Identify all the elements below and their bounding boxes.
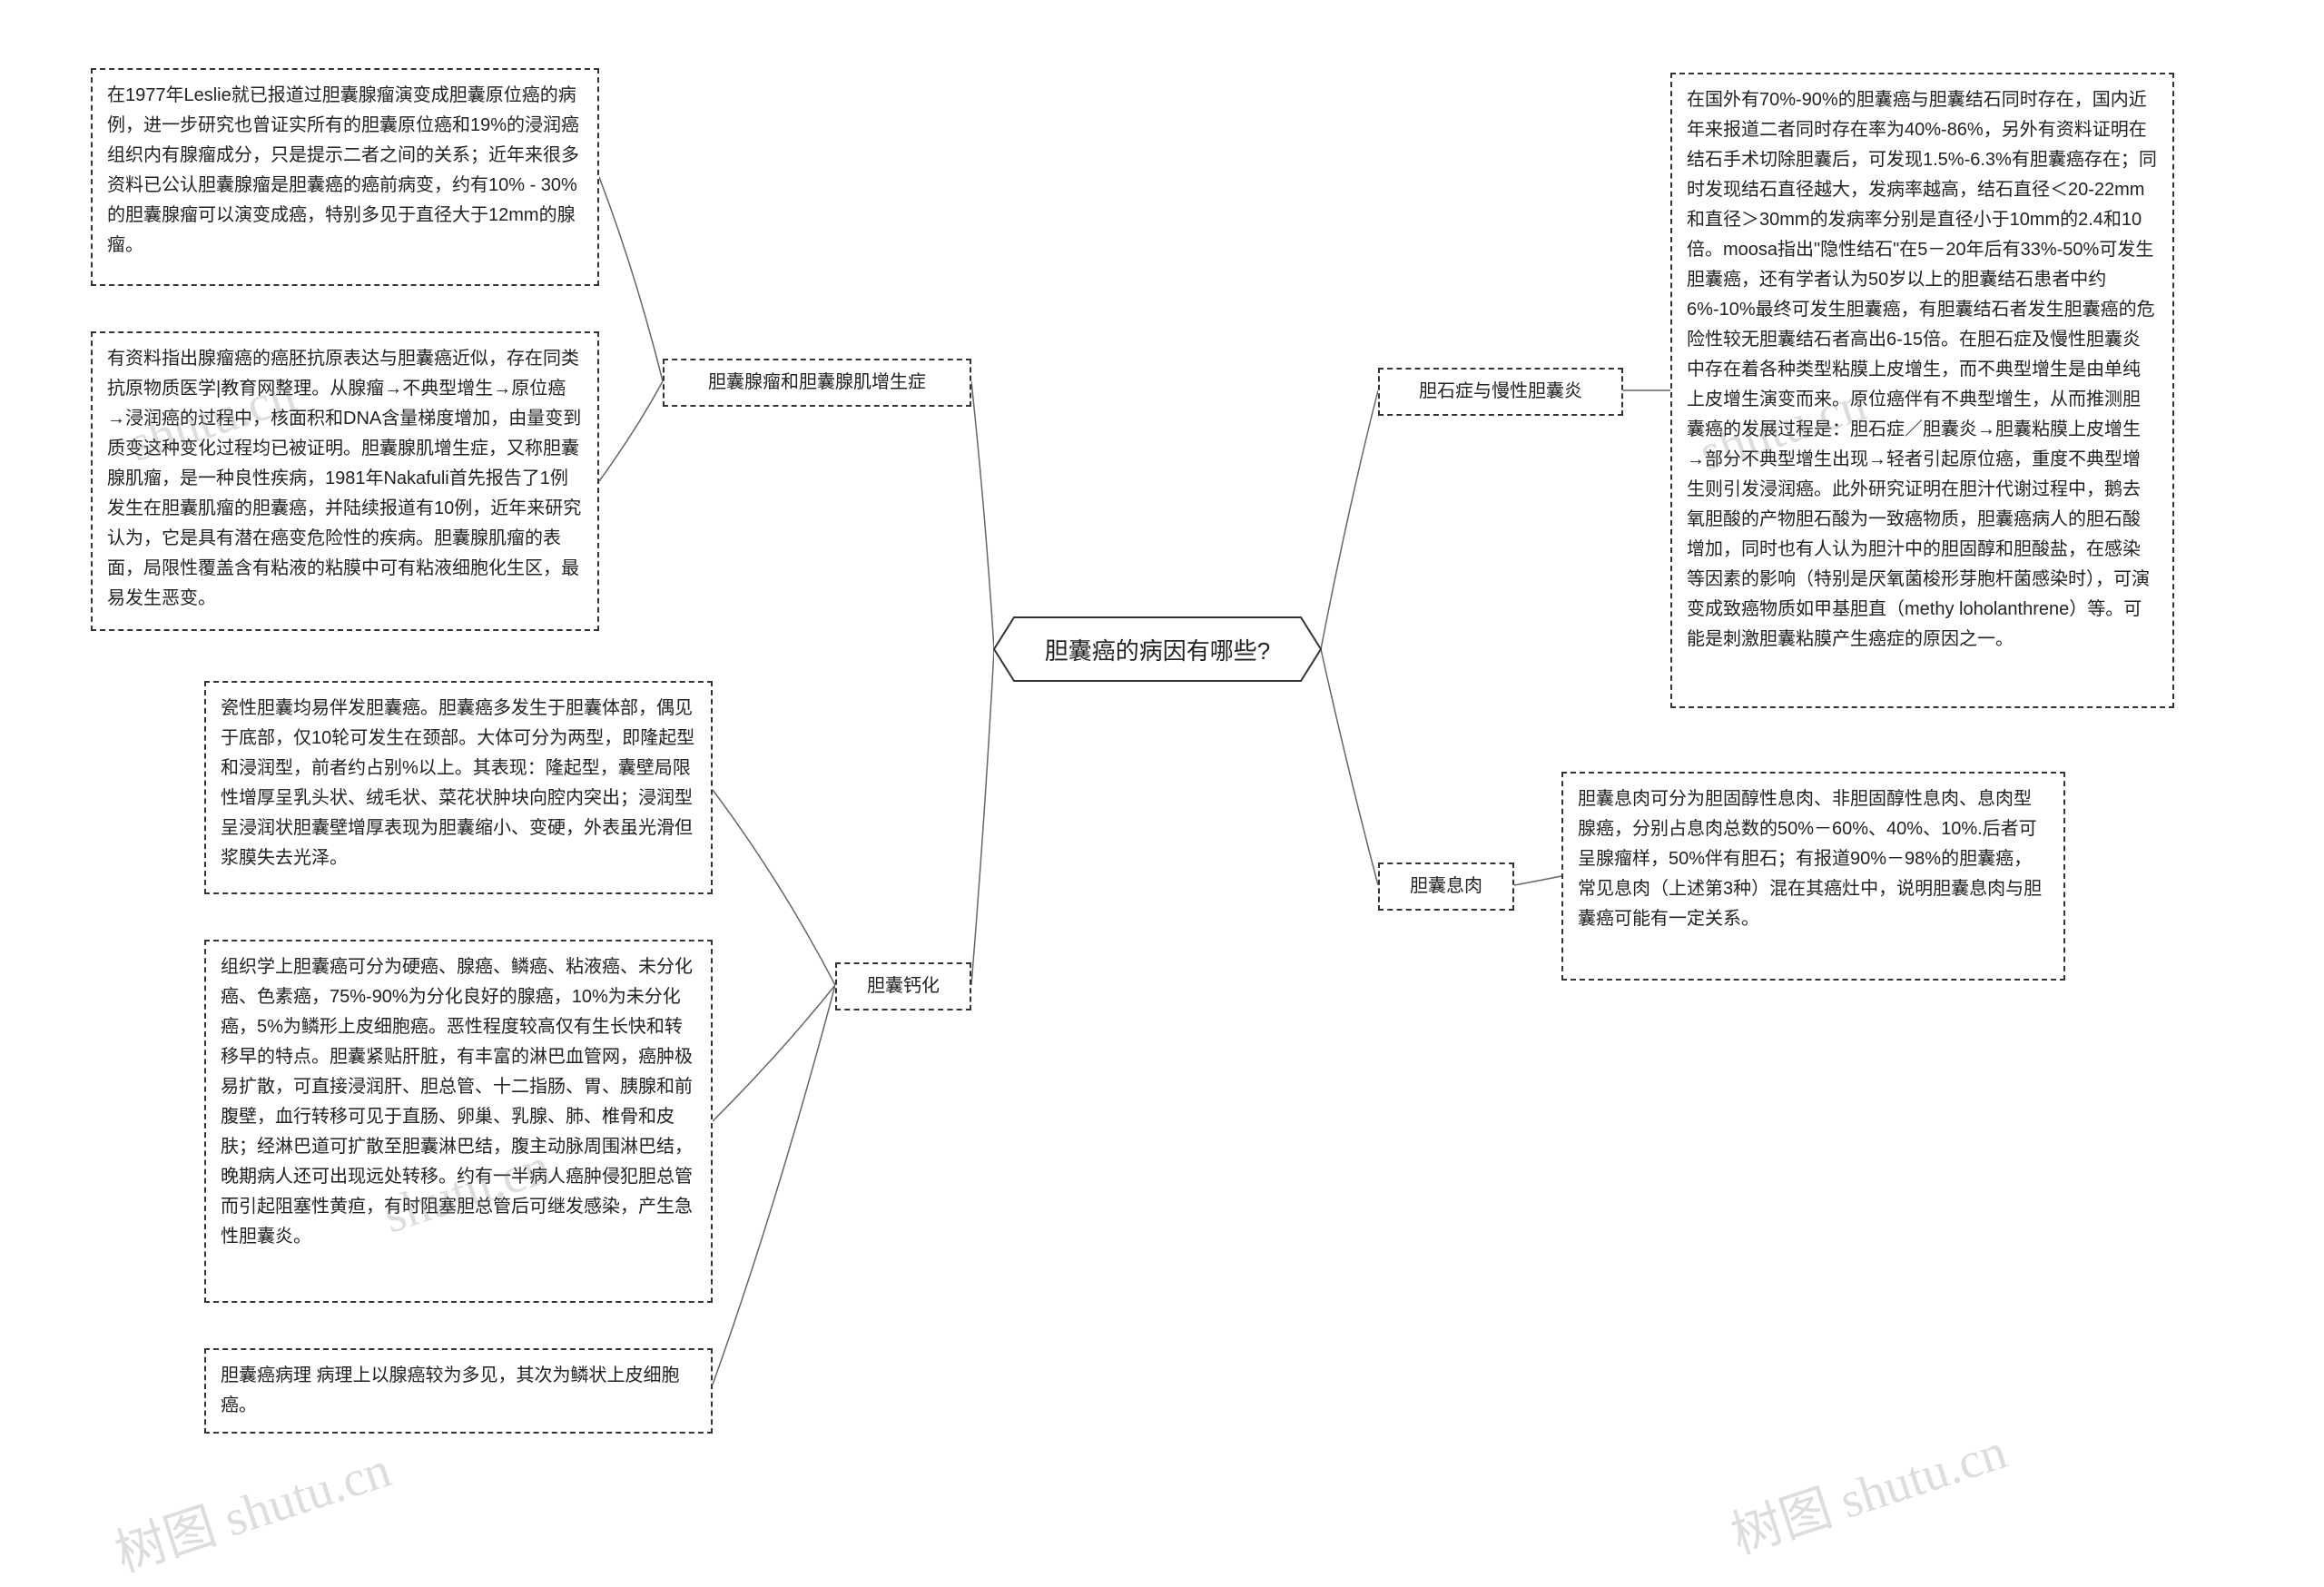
branch-label-b1: 胆囊腺瘤和胆囊腺肌增生症 — [663, 359, 971, 407]
detail-b1c1: 在1977年Leslie就已报道过胆囊腺瘤演变成胆囊原位癌的病例，进一步研究也曾… — [91, 68, 599, 286]
detail-b3c1: 在国外有70%-90%的胆囊癌与胆囊结石同时存在，国内近年来报道二者同时存在率为… — [1670, 73, 2174, 708]
connector — [599, 177, 663, 381]
branch-label-b2: 胆囊钙化 — [835, 962, 971, 1010]
connector — [1321, 390, 1378, 649]
watermark: 树图 shutu.cn — [104, 1428, 399, 1586]
center-topic: 胆囊癌的病因有哪些? — [994, 617, 1321, 681]
branch-label-b4: 胆囊息肉 — [1378, 862, 1514, 911]
connector — [971, 381, 994, 649]
connector — [971, 649, 994, 985]
watermark: 树图 shutu.cn — [1720, 1410, 2014, 1568]
connector — [713, 790, 835, 985]
connector — [1514, 876, 1561, 885]
connector — [713, 985, 835, 1121]
center-topic-text: 胆囊癌的病因有哪些? — [1045, 633, 1270, 666]
detail-b2c2: 组织学上胆囊癌可分为硬癌、腺癌、鳞癌、粘液癌、未分化癌、色素癌，75%-90%为… — [204, 940, 713, 1303]
connector — [599, 381, 663, 481]
detail-b4c1: 胆囊息肉可分为胆固醇性息肉、非胆固醇性息肉、息肉型腺癌，分别占息肉总数的50%－… — [1561, 772, 2065, 981]
detail-b2c1: 瓷性胆囊均易伴发胆囊癌。胆囊癌多发生于胆囊体部，偶见于底部，仅10轮可发生在颈部… — [204, 681, 713, 894]
connector — [713, 985, 835, 1385]
connector — [1321, 649, 1378, 885]
branch-label-b3: 胆石症与慢性胆囊炎 — [1378, 368, 1623, 416]
detail-b2c3: 胆囊癌病理 病理上以腺癌较为多见，其次为鳞状上皮细胞癌。 — [204, 1348, 713, 1434]
detail-b1c2: 有资料指出腺瘤癌的癌胚抗原表达与胆囊癌近似，存在同类抗原物质医学|教育网整理。从… — [91, 331, 599, 631]
